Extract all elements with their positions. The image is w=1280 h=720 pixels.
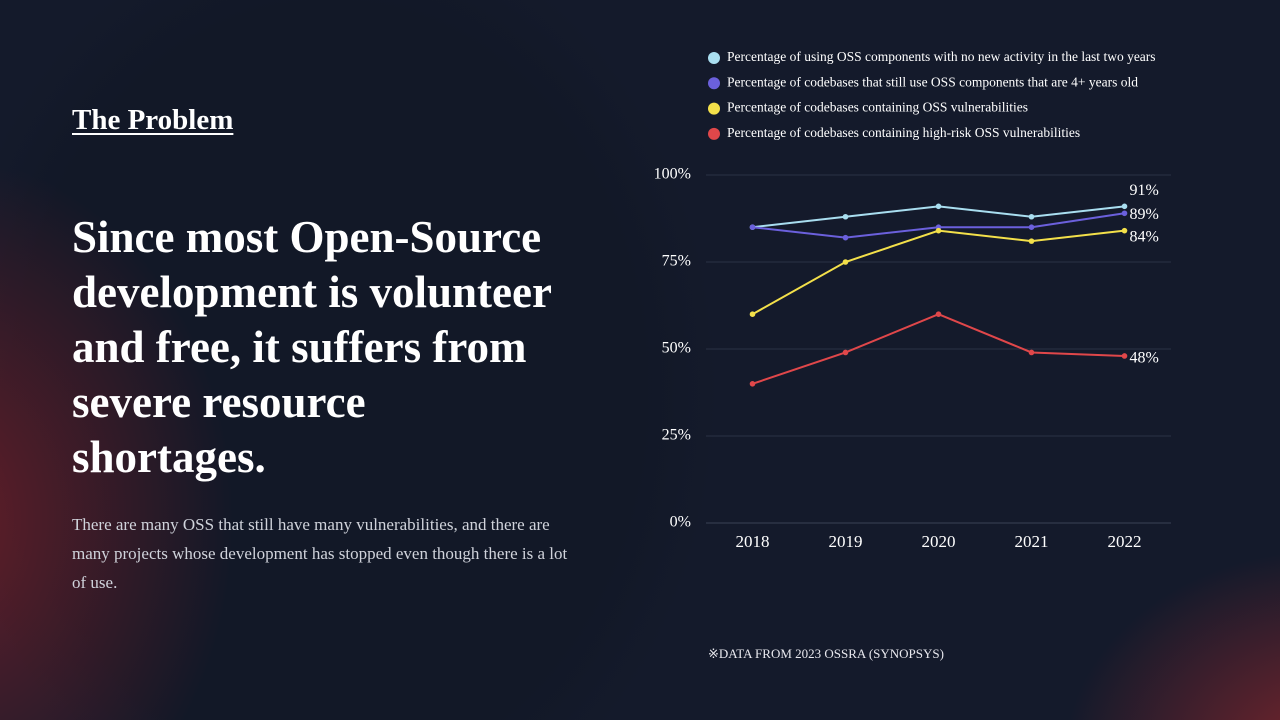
- data-point: [1028, 238, 1035, 244]
- legend-label: Percentage of codebases that still use O…: [727, 74, 1138, 89]
- heading: The Problem: [72, 104, 234, 136]
- data-label: 48%: [1130, 350, 1159, 367]
- data-point: [749, 224, 756, 230]
- legend-label: Percentage of codebases containing OSS v…: [727, 100, 1028, 115]
- data-point: [842, 349, 849, 356]
- data-point: [1028, 224, 1035, 230]
- x-tick-label: 2018: [736, 532, 770, 551]
- x-tick-label: 2021: [1015, 532, 1049, 551]
- data-point: [935, 311, 942, 318]
- series-line: [752, 205, 1125, 229]
- legend-marker: [708, 52, 720, 64]
- data-point: [842, 234, 849, 241]
- y-tick-label: 100%: [654, 166, 691, 183]
- data-point: [935, 203, 942, 210]
- data-label: 84%: [1130, 228, 1159, 245]
- y-tick-label: 50%: [662, 340, 691, 357]
- legend-label: Percentage of using OSS components with …: [727, 49, 1156, 64]
- data-point: [1121, 210, 1128, 217]
- data-label: 89%: [1130, 206, 1159, 223]
- data-point: [1121, 227, 1128, 234]
- body-text: There are many OSS that still have many …: [72, 515, 568, 592]
- data-point: [1121, 203, 1128, 210]
- data-point: [842, 213, 849, 220]
- data-point: [1028, 213, 1035, 220]
- x-tick-label: 2022: [1108, 532, 1142, 551]
- data-point: [1028, 349, 1035, 356]
- y-tick-label: 75%: [662, 253, 691, 270]
- legend-marker: [708, 102, 720, 115]
- series-line: [752, 229, 1125, 316]
- y-tick-label: 0%: [670, 514, 691, 531]
- y-tick-label: 25%: [662, 427, 691, 444]
- legend-marker: [708, 77, 720, 90]
- data-point: [842, 259, 849, 265]
- data-label: 91%: [1130, 182, 1159, 199]
- legend-label: Percentage of codebases containing high-…: [727, 125, 1080, 140]
- data-point: [749, 311, 756, 318]
- headline: Since most Open-Source development is vo…: [72, 212, 552, 482]
- data-point: [749, 381, 756, 387]
- source-note: ※DATA FROM 2023 OSSRA (SYNOPSYS): [708, 646, 944, 661]
- data-point: [935, 227, 942, 234]
- legend-marker: [708, 127, 720, 140]
- x-tick-label: 2020: [922, 532, 956, 551]
- data-point: [1121, 353, 1128, 359]
- x-tick-label: 2019: [829, 532, 863, 551]
